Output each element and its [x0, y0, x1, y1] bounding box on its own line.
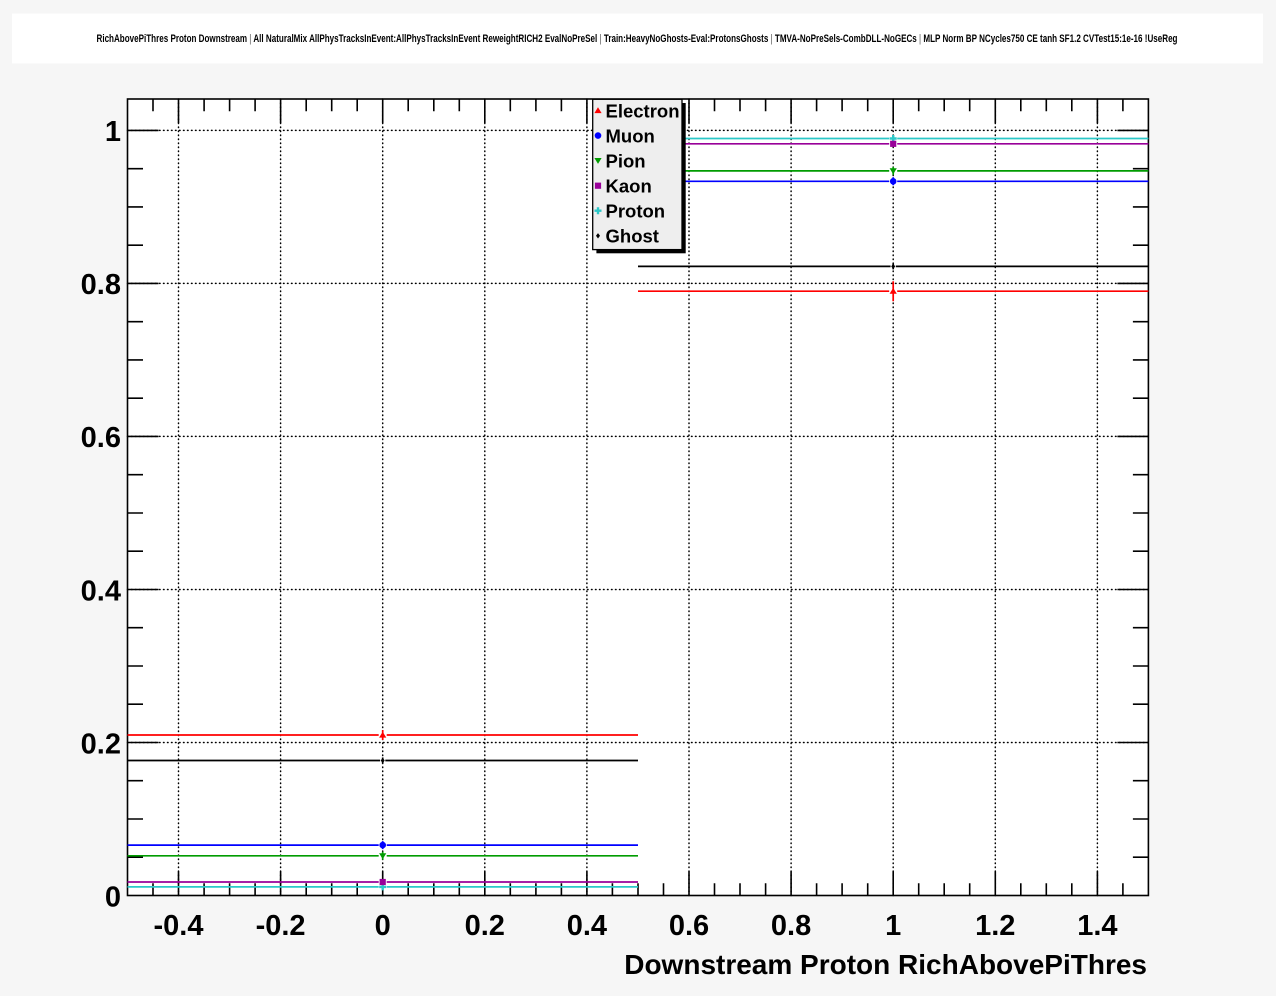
svg-text:0.4: 0.4 [81, 575, 121, 607]
svg-text:Kaon: Kaon [606, 176, 652, 197]
svg-text:Proton: Proton [606, 201, 666, 222]
svg-text:0: 0 [105, 881, 121, 913]
svg-text:Muon: Muon [606, 125, 655, 146]
svg-text:0.6: 0.6 [669, 910, 709, 942]
svg-text:0.4: 0.4 [567, 910, 607, 942]
svg-text:Ghost: Ghost [606, 226, 659, 247]
svg-text:Pion: Pion [606, 150, 646, 171]
svg-text:-0.4: -0.4 [154, 910, 204, 942]
svg-text:Electron: Electron [606, 100, 680, 121]
svg-text:0: 0 [375, 910, 391, 942]
svg-text:0.2: 0.2 [81, 728, 121, 760]
svg-text:Downstream Proton RichAbovePiT: Downstream Proton RichAbovePiThres [624, 949, 1147, 980]
svg-text:0.8: 0.8 [771, 910, 811, 942]
svg-text:0.8: 0.8 [81, 269, 121, 301]
svg-text:-0.2: -0.2 [256, 910, 306, 942]
svg-text:0.6: 0.6 [81, 422, 121, 454]
svg-text:1: 1 [105, 116, 121, 148]
svg-text:0.2: 0.2 [465, 910, 505, 942]
svg-text:1.4: 1.4 [1077, 910, 1117, 942]
svg-text:1.2: 1.2 [975, 910, 1015, 942]
svg-text:RichAbovePiThres Proton Downst: RichAbovePiThres Proton Downstream | All… [97, 33, 1178, 45]
svg-text:1: 1 [885, 910, 901, 942]
